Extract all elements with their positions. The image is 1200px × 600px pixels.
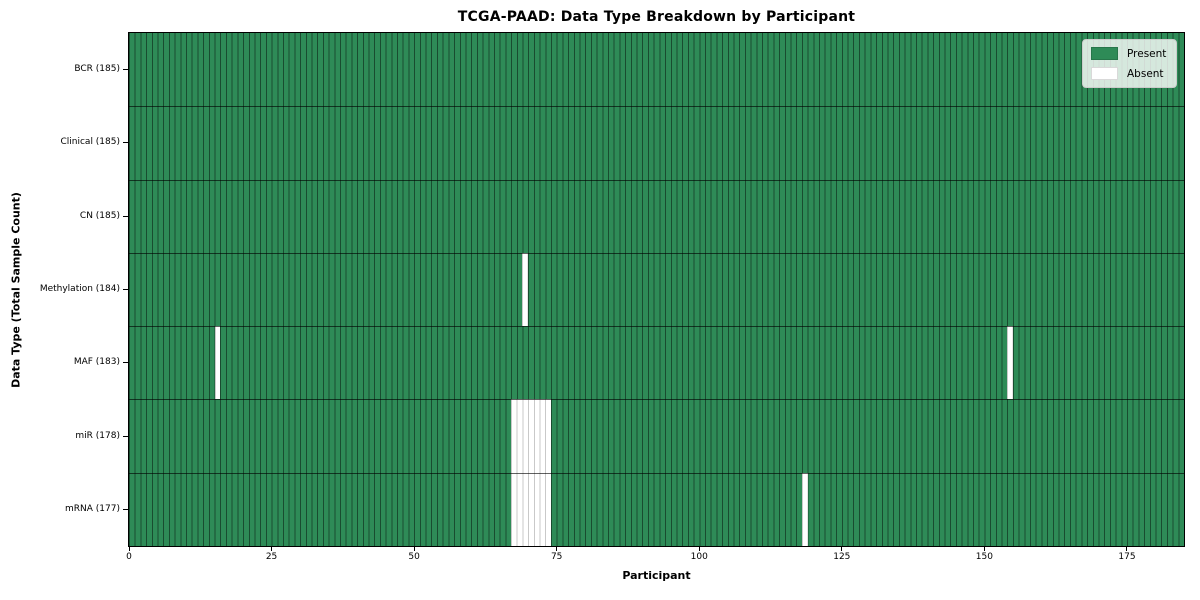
- absent-cell: [1007, 326, 1013, 400]
- y-tick: [123, 435, 128, 437]
- y-tick: [123, 215, 128, 217]
- x-tick-label: 50: [408, 552, 420, 562]
- x-tick-label: 125: [833, 552, 851, 562]
- y-tick: [123, 69, 128, 71]
- y-tick-label: CN (185): [79, 210, 120, 221]
- x-tick-label: 150: [975, 552, 993, 562]
- absent-cell: [801, 472, 808, 546]
- heatmap-row-mir: [129, 399, 1184, 473]
- heatmap-row-methylation: [129, 252, 1184, 327]
- row-divider: [129, 106, 1184, 108]
- legend-entry: Absent: [1091, 67, 1166, 80]
- plot-area: [128, 32, 1185, 547]
- x-tick: [983, 547, 985, 551]
- row-divider: [129, 179, 1184, 181]
- x-tick: [556, 547, 558, 551]
- heatmap-row-clinical: [129, 106, 1184, 180]
- row-divider: [129, 252, 1184, 254]
- absent-cell: [511, 472, 551, 546]
- y-tick-label: mRNA (177): [65, 503, 120, 514]
- x-tick: [128, 547, 130, 551]
- x-tick: [698, 547, 700, 551]
- legend-swatch-absent: [1091, 67, 1118, 80]
- y-tick-label: miR (178): [75, 430, 120, 441]
- x-tick: [1126, 547, 1128, 551]
- y-tick-label: BCR (185): [74, 64, 120, 75]
- absent-cell: [522, 252, 529, 327]
- legend: Present Absent: [1082, 39, 1178, 88]
- x-tick-label: 175: [1118, 552, 1136, 562]
- y-tick-label: Methylation (184): [39, 284, 120, 294]
- x-tick-label: 25: [265, 552, 278, 562]
- row-divider: [129, 472, 1184, 474]
- heatmap-row-mrna: [129, 472, 1184, 546]
- y-tick: [123, 362, 128, 364]
- x-axis-label: Participant: [622, 569, 691, 582]
- absent-cell: [511, 399, 551, 473]
- legend-label: Absent: [1127, 67, 1164, 80]
- y-tick: [123, 289, 128, 290]
- y-tick: [123, 142, 128, 144]
- x-tick: [413, 547, 415, 551]
- legend-swatch-present: [1091, 47, 1118, 60]
- y-tick-label: Clinical (185): [60, 137, 120, 148]
- x-tick: [271, 547, 273, 551]
- y-tick: [123, 508, 128, 510]
- legend-entry: Present: [1091, 47, 1166, 60]
- chart-title: TCGA-PAAD: Data Type Breakdown by Partic…: [457, 9, 856, 25]
- heatmap-row-bcr: [129, 33, 1184, 107]
- x-tick-label: 75: [550, 552, 563, 562]
- heatmap-row-cn: [129, 179, 1184, 253]
- x-tick: [841, 547, 843, 551]
- legend-label: Present: [1127, 47, 1167, 60]
- heatmap-row-maf: [129, 326, 1184, 400]
- row-divider: [129, 399, 1184, 401]
- x-tick-label: 100: [690, 552, 708, 562]
- x-tick-label: 0: [126, 552, 132, 562]
- row-divider: [129, 326, 1184, 328]
- y-tick-label: MAF (183): [73, 357, 120, 368]
- absent-cell: [214, 326, 221, 400]
